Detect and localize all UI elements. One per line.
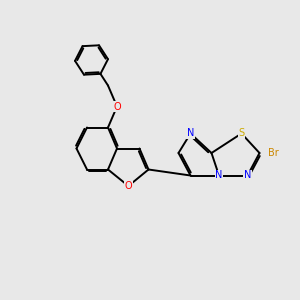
Text: Br: Br bbox=[268, 148, 278, 158]
Text: O: O bbox=[124, 181, 132, 191]
Text: N: N bbox=[244, 170, 251, 181]
Text: O: O bbox=[113, 101, 121, 112]
Text: N: N bbox=[187, 128, 194, 139]
Text: S: S bbox=[238, 128, 244, 139]
Text: N: N bbox=[215, 170, 223, 181]
